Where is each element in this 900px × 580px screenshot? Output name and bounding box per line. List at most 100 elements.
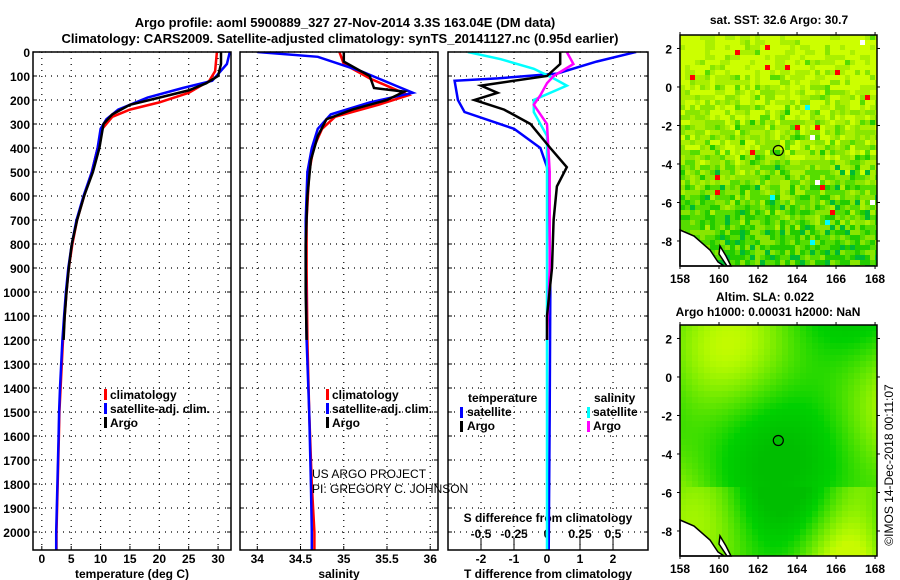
sla-cell bbox=[866, 373, 872, 379]
sst-cell bbox=[770, 235, 775, 240]
sst-cell bbox=[730, 125, 735, 130]
sst-cell bbox=[815, 55, 820, 60]
sst-cell bbox=[705, 40, 710, 45]
sst-cell bbox=[690, 215, 695, 220]
sst-cell bbox=[735, 120, 740, 125]
sst-cell bbox=[685, 45, 690, 50]
sst-cell bbox=[860, 210, 865, 215]
legend-swatch bbox=[460, 407, 463, 418]
sla-cell bbox=[860, 541, 866, 547]
sst-cell bbox=[830, 185, 835, 190]
sla-cell bbox=[866, 451, 872, 457]
sst-cell bbox=[845, 145, 850, 150]
sst-cell bbox=[685, 195, 690, 200]
sla-cell bbox=[776, 349, 782, 355]
sla-cell bbox=[710, 391, 716, 397]
sst-cell bbox=[830, 75, 835, 80]
sst-cell bbox=[700, 60, 705, 65]
sst-cell bbox=[720, 230, 725, 235]
sst-cell bbox=[825, 130, 830, 135]
sla-cell bbox=[782, 445, 788, 451]
sst-cell bbox=[755, 170, 760, 175]
sst-cell bbox=[740, 195, 745, 200]
sla-cell bbox=[764, 517, 770, 523]
sst-cell bbox=[815, 180, 820, 185]
sst-cell bbox=[825, 205, 830, 210]
legend-label: satellite-adj. clim. bbox=[110, 402, 210, 416]
sla-cell bbox=[770, 547, 776, 553]
sla-cell bbox=[818, 379, 824, 385]
sla-cell bbox=[794, 535, 800, 541]
sst-cell bbox=[715, 180, 720, 185]
y-tick-label: 200 bbox=[10, 94, 30, 108]
sla-cell bbox=[746, 481, 752, 487]
sla-cell bbox=[794, 487, 800, 493]
sla-cell bbox=[728, 337, 734, 343]
sst-cell bbox=[720, 40, 725, 45]
sst-cell bbox=[840, 165, 845, 170]
sst-cell bbox=[825, 255, 830, 260]
sst-cell bbox=[850, 55, 855, 60]
sst-cell bbox=[715, 145, 720, 150]
sst-cell bbox=[810, 220, 815, 225]
sst-cell bbox=[830, 40, 835, 45]
sst-cell bbox=[835, 250, 840, 255]
sst-cell bbox=[775, 90, 780, 95]
sla-cell bbox=[782, 385, 788, 391]
sst-cell bbox=[865, 35, 870, 40]
sst-cell bbox=[790, 115, 795, 120]
sst-cell bbox=[705, 140, 710, 145]
sst-cell bbox=[850, 210, 855, 215]
sst-cell bbox=[800, 100, 805, 105]
sst-cell bbox=[735, 75, 740, 80]
sla-cell bbox=[716, 445, 722, 451]
sst-cell bbox=[750, 220, 755, 225]
sst-cell bbox=[740, 130, 745, 135]
sst-cell bbox=[790, 55, 795, 60]
sst-cell bbox=[865, 70, 870, 75]
sla-cell bbox=[746, 535, 752, 541]
sla-cell bbox=[782, 409, 788, 415]
sst-cell bbox=[705, 210, 710, 215]
sla-cell bbox=[776, 331, 782, 337]
sla-cell bbox=[722, 451, 728, 457]
sst-cell bbox=[830, 250, 835, 255]
sst-cell bbox=[765, 65, 770, 70]
sla-cell bbox=[800, 487, 806, 493]
sst-cell bbox=[710, 105, 715, 110]
sst-cell bbox=[775, 215, 780, 220]
sst-cell bbox=[790, 75, 795, 80]
sst-cell bbox=[835, 190, 840, 195]
sla-cell bbox=[866, 463, 872, 469]
sst-cell bbox=[725, 35, 730, 40]
sst-cell bbox=[725, 175, 730, 180]
sst-cell bbox=[810, 255, 815, 260]
sla-cell bbox=[740, 391, 746, 397]
sst-cell bbox=[680, 200, 685, 205]
sla-cell bbox=[734, 511, 740, 517]
sst-cell bbox=[810, 200, 815, 205]
sla-cell bbox=[734, 457, 740, 463]
sst-cell bbox=[720, 80, 725, 85]
sst-cell bbox=[795, 245, 800, 250]
sla-cell bbox=[800, 325, 806, 331]
sst-cell bbox=[875, 240, 877, 245]
sst-cell bbox=[710, 140, 715, 145]
sla-cell bbox=[788, 463, 794, 469]
sla-cell bbox=[788, 511, 794, 517]
sla-cell bbox=[848, 427, 854, 433]
sla-cell bbox=[680, 457, 686, 463]
sla-cell bbox=[794, 457, 800, 463]
sla-cell bbox=[812, 535, 818, 541]
sla-cell bbox=[800, 421, 806, 427]
sla-cell bbox=[794, 481, 800, 487]
sla-cell bbox=[728, 457, 734, 463]
sla-cell bbox=[788, 379, 794, 385]
sst-cell bbox=[800, 35, 805, 40]
sst-cell bbox=[795, 235, 800, 240]
sst-cell bbox=[735, 170, 740, 175]
sst-cell bbox=[825, 110, 830, 115]
sla-cell bbox=[854, 361, 860, 367]
sla-cell bbox=[836, 373, 842, 379]
sla-cell bbox=[698, 355, 704, 361]
